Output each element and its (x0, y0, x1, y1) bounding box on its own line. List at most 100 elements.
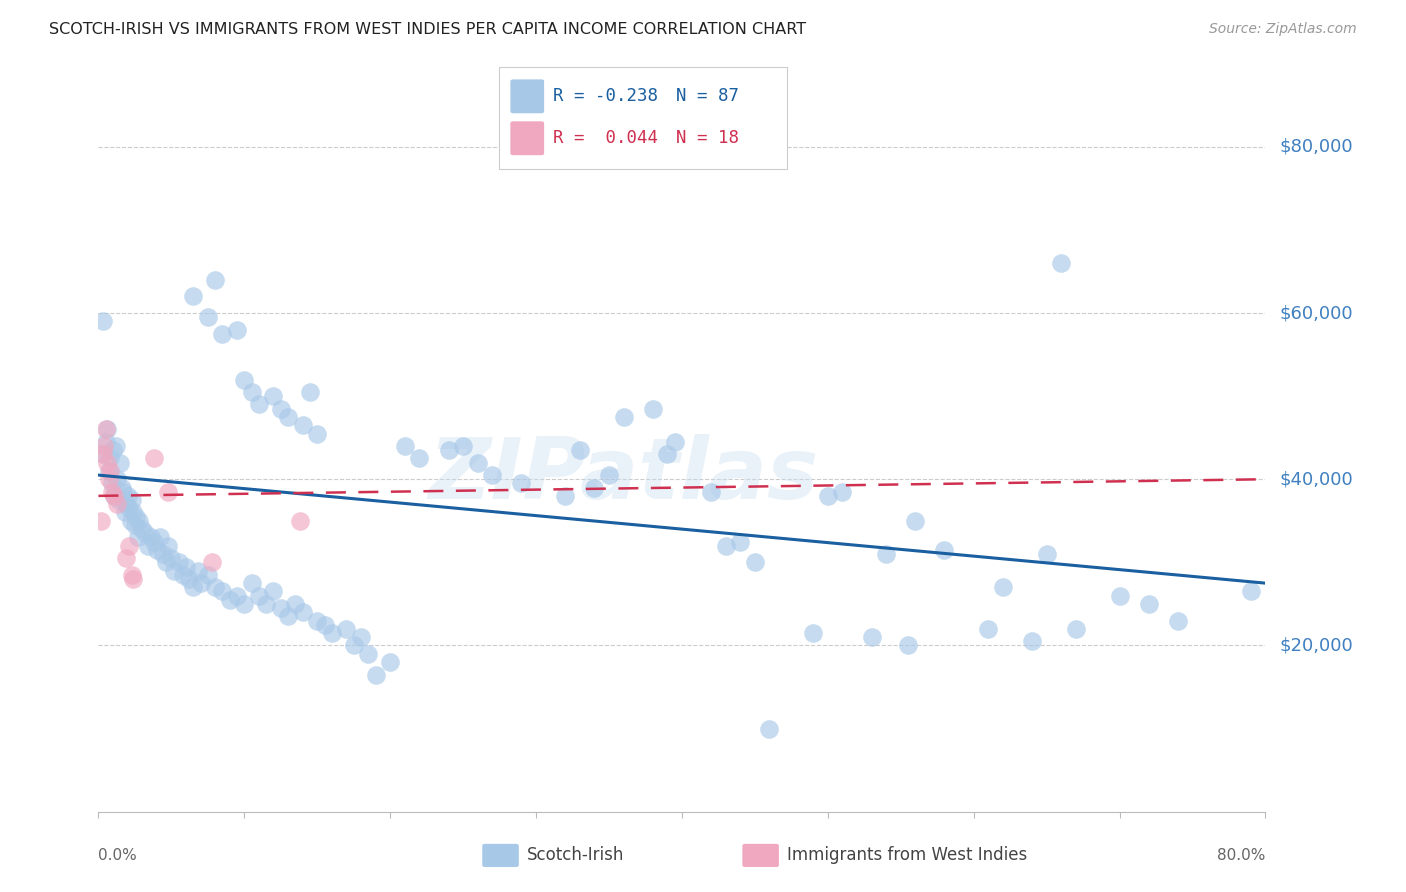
Point (197, 310, 219, 325)
Point (97, 472, 120, 486)
Point (121, 567, 143, 582)
Point (1108, 589, 1130, 603)
Point (94, 422, 117, 436)
Point (700, 484, 723, 499)
Point (321, 626, 343, 640)
Point (201, 555, 224, 569)
Point (1167, 614, 1189, 628)
Text: Scotch-Irish: Scotch-Irish (527, 847, 624, 864)
Text: ZIPatlas: ZIPatlas (429, 434, 818, 516)
Point (510, 476, 533, 491)
Point (262, 584, 284, 599)
Point (307, 614, 329, 628)
FancyBboxPatch shape (510, 79, 544, 113)
Point (131, 522, 153, 536)
Point (163, 564, 186, 578)
Point (100, 476, 122, 491)
Text: R =  0.044: R = 0.044 (553, 129, 658, 147)
Point (378, 655, 402, 669)
Point (105, 497, 128, 511)
Point (1064, 622, 1087, 636)
Point (291, 418, 314, 433)
Point (1137, 597, 1160, 611)
Point (103, 489, 125, 503)
Point (1035, 547, 1057, 561)
Point (122, 506, 145, 520)
Point (117, 489, 139, 503)
Point (142, 451, 165, 466)
Point (451, 439, 474, 453)
Point (583, 481, 606, 495)
Point (115, 551, 138, 566)
Point (177, 572, 200, 586)
Point (728, 534, 751, 549)
Point (108, 493, 131, 508)
FancyBboxPatch shape (499, 67, 787, 169)
Point (240, 576, 263, 591)
Point (1240, 584, 1263, 599)
Point (197, 567, 219, 582)
Point (270, 601, 292, 615)
Point (111, 481, 134, 495)
Point (90, 514, 112, 528)
Text: $40,000: $40,000 (1279, 470, 1353, 488)
Point (817, 489, 839, 503)
Point (120, 514, 142, 528)
Point (118, 501, 141, 516)
Point (758, 722, 780, 736)
Point (211, 584, 233, 599)
Point (187, 564, 209, 578)
Point (128, 514, 150, 528)
Text: $20,000: $20,000 (1279, 637, 1353, 655)
Point (204, 273, 226, 287)
Point (204, 580, 226, 594)
Point (437, 443, 460, 458)
Point (298, 384, 321, 399)
Point (96, 422, 118, 436)
Point (93, 439, 115, 453)
Point (160, 551, 183, 566)
Point (190, 576, 212, 591)
Point (657, 447, 679, 461)
Point (149, 530, 172, 544)
Point (172, 567, 194, 582)
Point (233, 597, 256, 611)
Point (181, 580, 204, 594)
Point (218, 592, 240, 607)
Point (100, 484, 122, 499)
Point (394, 439, 416, 453)
Point (167, 555, 190, 569)
Text: $80,000: $80,000 (1279, 137, 1353, 156)
Point (934, 542, 956, 557)
Point (270, 401, 292, 416)
Point (991, 580, 1014, 594)
Point (612, 409, 634, 424)
Point (307, 426, 329, 441)
Point (343, 639, 366, 653)
Point (284, 597, 307, 611)
Point (134, 526, 156, 541)
Point (142, 534, 165, 549)
Point (277, 409, 299, 424)
Point (262, 389, 284, 403)
Point (801, 626, 824, 640)
Text: SCOTCH-IRISH VS IMMIGRANTS FROM WEST INDIES PER CAPITA INCOME CORRELATION CHART: SCOTCH-IRISH VS IMMIGRANTS FROM WEST IND… (49, 22, 806, 37)
Point (226, 323, 249, 337)
Point (155, 555, 177, 569)
Point (211, 326, 233, 341)
Point (136, 539, 159, 553)
Point (103, 489, 125, 503)
Text: Source: ZipAtlas.com: Source: ZipAtlas.com (1209, 22, 1357, 37)
Text: $60,000: $60,000 (1279, 304, 1353, 322)
Point (181, 289, 204, 303)
Point (897, 639, 920, 653)
Point (139, 530, 162, 544)
Point (744, 555, 766, 569)
Point (254, 597, 277, 611)
Text: N = 87: N = 87 (676, 87, 740, 105)
Point (98, 451, 121, 466)
Point (174, 559, 197, 574)
FancyBboxPatch shape (742, 844, 779, 867)
Point (121, 493, 143, 508)
Point (467, 456, 489, 470)
